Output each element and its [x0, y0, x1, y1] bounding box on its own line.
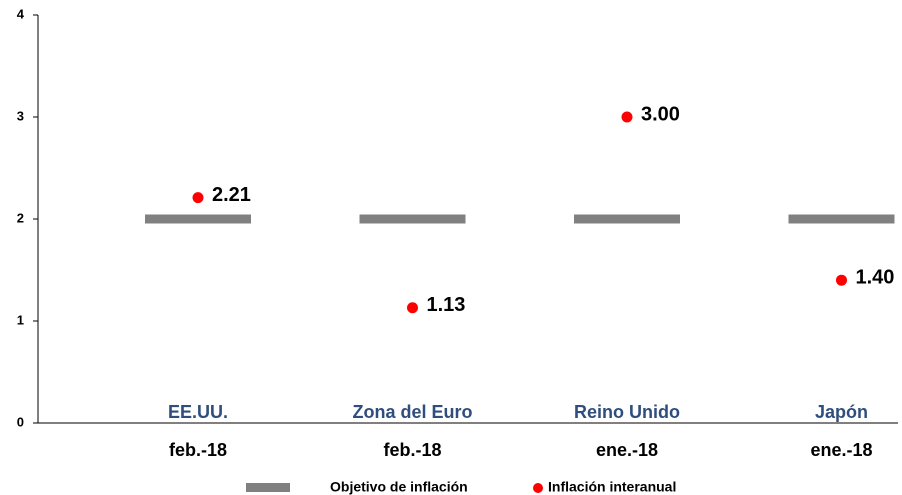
value-label: 2.21: [212, 184, 251, 206]
legend-swatch: [246, 483, 290, 492]
date-label: ene.-18: [810, 440, 872, 460]
date-label: feb.-18: [169, 440, 227, 460]
y-tick-label: 3: [17, 108, 24, 123]
legend-label: Objetivo de inflación: [330, 479, 468, 495]
target-bar: [574, 214, 680, 224]
y-tick-label: 4: [17, 6, 25, 21]
inflation-dot: [621, 111, 633, 123]
target-bar: [359, 214, 466, 224]
y-tick-label: 0: [17, 414, 24, 429]
category-label: EE.UU.: [168, 402, 228, 422]
date-label: ene.-18: [596, 440, 658, 460]
legend-swatch: [533, 483, 543, 493]
category-label: Japón: [815, 402, 868, 422]
value-label: 1.40: [856, 266, 895, 288]
category-label: Reino Unido: [574, 402, 680, 422]
y-tick-label: 1: [17, 312, 24, 327]
inflation-dot: [407, 302, 418, 314]
value-label: 1.13: [427, 294, 466, 316]
category-label: Zona del Euro: [352, 402, 472, 422]
target-bar: [788, 214, 895, 224]
target-bar: [145, 214, 251, 224]
inflation-dot: [192, 192, 204, 204]
inflation-dot: [836, 274, 847, 286]
legend-label: Inflación interanual: [548, 479, 676, 495]
value-label: 3.00: [641, 103, 680, 125]
date-label: feb.-18: [383, 440, 441, 460]
y-tick-label: 2: [17, 210, 24, 225]
